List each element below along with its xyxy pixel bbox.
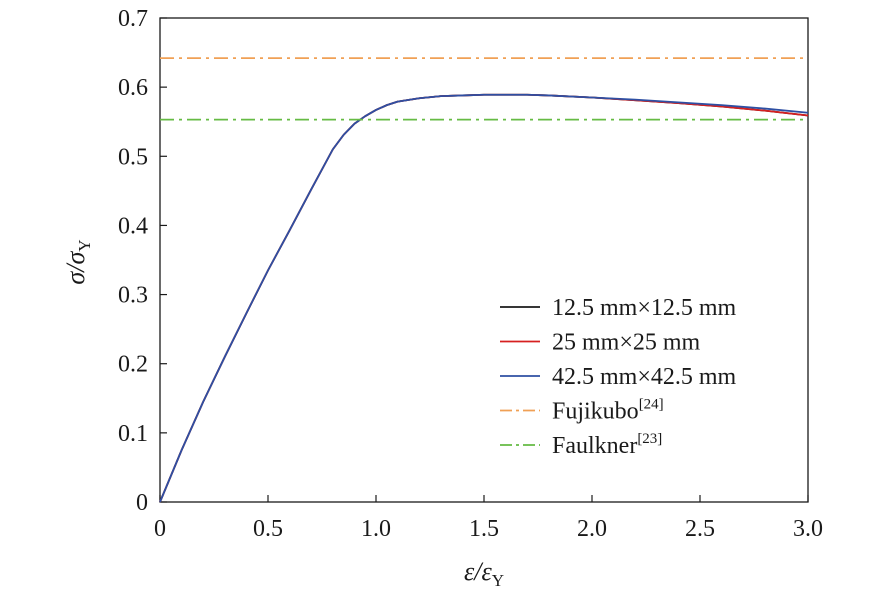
legend-label: 12.5 mm×12.5 mm (552, 295, 737, 321)
y-tick-label: 0.3 (118, 283, 148, 309)
legend-label: Faulkner[23] (552, 431, 662, 459)
legend: 12.5 mm×12.5 mm 25 mm×25 mm 42.5 mm×42.5 m… (500, 295, 737, 459)
y-tick-label: 0 (136, 490, 148, 516)
x-tick-label: 0.5 (253, 516, 283, 542)
y-tick-label: 0.5 (118, 144, 148, 170)
legend-label: Fujikubo[24] (552, 397, 664, 425)
legend-label: 25 mm×25 mm (552, 330, 701, 356)
x-tick-labels: 0 0.5 1.0 1.5 2.0 2.5 3.0 (154, 516, 823, 542)
y-axis-label: σ/σY (61, 239, 94, 284)
x-tick-label: 3.0 (793, 516, 823, 542)
y-tick-label: 0.6 (118, 75, 148, 101)
x-tick-label: 1.0 (361, 516, 391, 542)
x-tick-label: 2.0 (577, 516, 607, 542)
series-layer (159, 57, 809, 503)
axis-ticks (159, 17, 809, 503)
y-tick-label: 0.4 (118, 213, 148, 239)
y-tick-label: 0.1 (118, 421, 148, 447)
legend-label: 42.5 mm×42.5 mm (552, 364, 737, 390)
x-tick-label: 1.5 (469, 516, 499, 542)
x-tick-label: 2.5 (685, 516, 715, 542)
series-line-3 (159, 93, 809, 503)
y-tick-label: 0.2 (118, 352, 148, 378)
y-tick-labels: 0 0.1 0.2 0.3 0.4 0.5 0.6 0.7 (118, 6, 148, 516)
plot-frame (159, 17, 809, 503)
x-axis-label: ε/εY (464, 557, 504, 590)
y-tick-label: 0.7 (118, 6, 148, 32)
x-tick-label: 0 (154, 516, 166, 542)
